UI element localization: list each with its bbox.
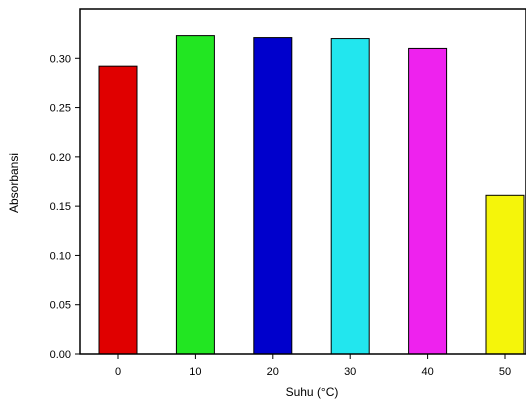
y-tick-label: 0.25 xyxy=(50,103,71,115)
bar-10 xyxy=(175,35,215,355)
bars-group xyxy=(98,35,525,355)
y-tick-label: 0.10 xyxy=(50,250,71,262)
x-tick-label: 40 xyxy=(421,366,433,378)
bar-50 xyxy=(485,194,525,355)
y-tick-label: 0.20 xyxy=(50,152,71,164)
x-tick-label: 0 xyxy=(115,366,121,378)
y-tick-label: 0.05 xyxy=(50,300,71,312)
y-axis-label: Absorbansi xyxy=(7,153,21,213)
x-tick-label: 30 xyxy=(344,366,356,378)
x-tick-label: 10 xyxy=(189,366,201,378)
x-tick-label: 50 xyxy=(499,366,511,378)
bar-30 xyxy=(330,38,370,355)
y-ticks-group: 0.00 0.05 0.10 0.15 0.20 0.25 0.30 xyxy=(50,53,80,361)
y-tick-label: 0.00 xyxy=(50,349,71,361)
x-axis-label: Suhu (°C) xyxy=(286,385,339,399)
y-tick-label: 0.30 xyxy=(50,53,71,65)
bar-40 xyxy=(408,47,448,355)
bar-0 xyxy=(98,65,138,355)
plot-frame xyxy=(79,8,526,355)
x-ticks-group: 0 10 20 30 40 50 xyxy=(115,354,511,378)
y-tick-label: 0.15 xyxy=(50,201,71,213)
x-tick-label: 20 xyxy=(267,366,279,378)
bar-20 xyxy=(253,37,293,355)
